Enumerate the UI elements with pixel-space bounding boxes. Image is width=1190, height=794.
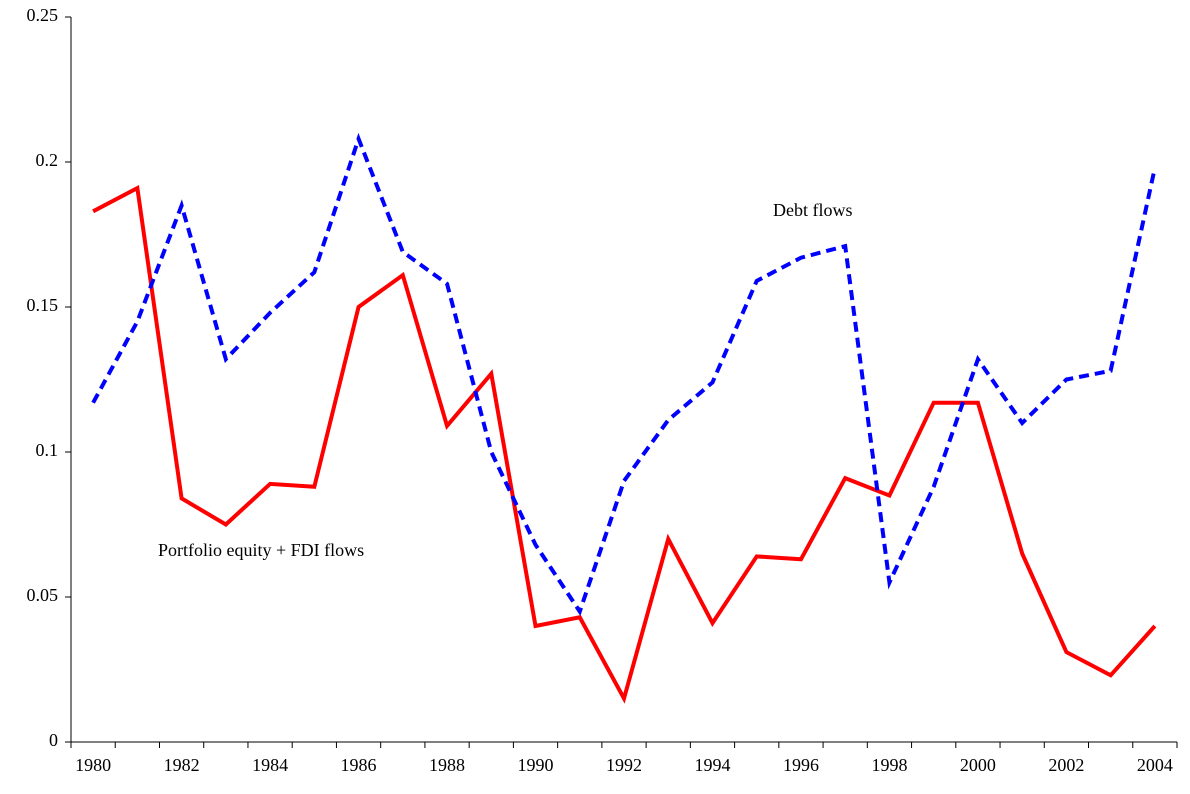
y-tick-label: 0 bbox=[49, 730, 58, 750]
annotation: Portfolio equity + FDI flows bbox=[158, 540, 364, 560]
y-tick-label: 0.1 bbox=[36, 440, 59, 460]
x-tick-label: 2002 bbox=[1048, 755, 1084, 775]
y-tick-label: 0.2 bbox=[36, 150, 59, 170]
y-tick-label: 0.15 bbox=[27, 295, 59, 315]
x-tick-label: 1992 bbox=[606, 755, 642, 775]
annotation: Debt flows bbox=[773, 200, 853, 220]
x-tick-label: 1984 bbox=[252, 755, 288, 775]
x-tick-label: 1988 bbox=[429, 755, 465, 775]
x-tick-label: 1998 bbox=[871, 755, 907, 775]
x-tick-label: 1996 bbox=[783, 755, 819, 775]
x-tick-label: 2004 bbox=[1137, 755, 1173, 775]
x-tick-label: 1990 bbox=[518, 755, 554, 775]
x-tick-label: 1986 bbox=[341, 755, 377, 775]
series-line bbox=[92, 185, 1157, 704]
x-tick-label: 1994 bbox=[694, 755, 730, 775]
series-line bbox=[91, 132, 1157, 617]
x-tick-label: 1982 bbox=[164, 755, 200, 775]
y-tick-label: 0.05 bbox=[27, 585, 59, 605]
x-tick-label: 2000 bbox=[960, 755, 996, 775]
y-tick-label: 0.25 bbox=[27, 5, 59, 25]
x-tick-label: 1980 bbox=[75, 755, 111, 775]
